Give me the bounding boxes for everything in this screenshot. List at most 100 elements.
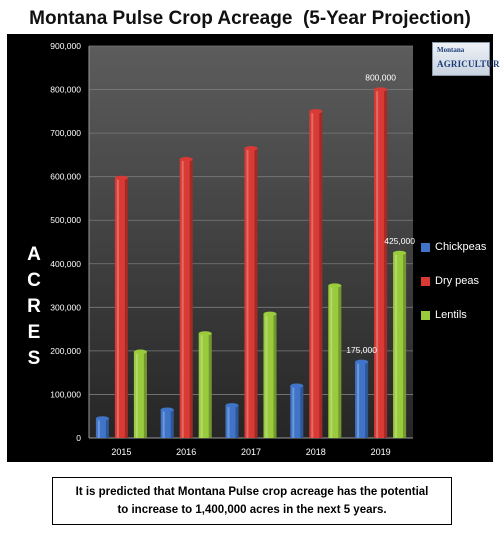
y-tick-label: 800,000	[50, 85, 81, 95]
bar-shade	[143, 351, 147, 438]
y-tick-label: 0	[76, 433, 81, 443]
y-tick-label: 900,000	[50, 41, 81, 51]
bar-shade	[403, 252, 407, 438]
x-tick-label: 2016	[176, 447, 196, 457]
bar-shade	[189, 159, 193, 438]
bar-highlight	[227, 405, 230, 438]
legend-label: Dry peas	[435, 275, 480, 287]
y-tick-label: 300,000	[50, 302, 81, 312]
bar-top-cap	[179, 157, 193, 162]
bar-top-cap	[244, 146, 258, 151]
y-axis-title-letter: C	[27, 270, 41, 291]
bar-highlight	[200, 333, 203, 438]
y-axis-title-letter: R	[27, 296, 41, 317]
bar-top-cap	[290, 383, 304, 388]
bar-top-cap	[393, 250, 407, 256]
y-tick-label: 600,000	[50, 172, 81, 182]
bar-shade	[254, 148, 258, 438]
prediction-note-text: It is predicted that Montana Pulse crop …	[75, 486, 429, 516]
y-axis-title-letter: S	[27, 348, 41, 369]
bar-top-cap	[95, 416, 109, 421]
y-tick-label: 700,000	[50, 128, 81, 138]
x-tick-label: 2019	[371, 447, 391, 457]
bar-highlight	[357, 361, 360, 438]
prediction-note: It is predicted that Montana Pulse crop …	[52, 477, 452, 525]
legend-swatch	[421, 310, 430, 320]
bar-top-cap	[355, 359, 369, 364]
y-tick-label: 500,000	[50, 215, 81, 225]
legend-item: Lentils	[421, 298, 486, 332]
bar-shade	[365, 361, 369, 438]
bar-highlight	[311, 111, 314, 438]
legend-label: Lentils	[435, 309, 467, 321]
bar-highlight	[181, 159, 184, 438]
x-tick-label: 2017	[241, 447, 261, 457]
bar-lentils-2016	[198, 333, 212, 438]
bar-lentils-2018	[328, 285, 342, 438]
bar-top-cap	[198, 331, 212, 336]
bar-shade	[273, 313, 277, 438]
bar-dry-peas-2019	[374, 89, 388, 439]
bar-chickpeas-2017	[225, 405, 239, 438]
bar-shade	[384, 89, 388, 439]
bar-top-cap	[160, 407, 174, 412]
bar-shade	[105, 418, 109, 438]
data-label: 800,000	[365, 73, 396, 83]
bar-top-cap	[133, 349, 147, 354]
bar-dry-peas-2016	[179, 159, 193, 438]
bar-top-cap	[374, 87, 388, 92]
bar-highlight	[376, 89, 379, 439]
bar-shade	[319, 111, 323, 438]
bar-highlight	[265, 313, 268, 438]
bar-chickpeas-2015	[95, 418, 109, 438]
bar-highlight	[292, 385, 295, 438]
bar-shade	[208, 333, 212, 438]
y-axis-title-letter: E	[27, 322, 41, 343]
bar-chart: 0 100,000 200,000 300,000 400,000 500,000 600,…	[50, 41, 415, 457]
bar-lentils-2019	[393, 252, 407, 438]
bar-shade	[170, 409, 174, 438]
legend-swatch	[421, 242, 430, 252]
bar-chickpeas-2019	[355, 361, 369, 438]
data-label: 425,000	[384, 236, 415, 246]
bar-top-cap	[328, 283, 342, 288]
legend-item: Chickpeas	[421, 230, 486, 264]
bar-highlight	[330, 285, 333, 438]
bar-top-cap	[309, 109, 323, 114]
data-label: 175,000	[346, 345, 377, 355]
bar-lentils-2015	[133, 351, 147, 438]
y-tick-label: 200,000	[50, 346, 81, 356]
legend-swatch	[421, 276, 430, 286]
bar-lentils-2017	[263, 313, 277, 438]
bar-dry-peas-2018	[309, 111, 323, 438]
x-tick-label: 2018	[306, 447, 326, 457]
logo-bottom-text: AGRICULTURE	[437, 59, 500, 69]
bar-shade	[300, 385, 304, 438]
montana-agriculture-logo: Montana AGRICULTURE	[432, 42, 500, 76]
bar-top-cap	[114, 175, 128, 181]
bar-top-cap	[225, 403, 239, 408]
bar-shade	[338, 285, 342, 438]
bar-dry-peas-2015	[114, 177, 128, 438]
y-axis-title-letter: A	[27, 244, 41, 265]
legend-item: Dry peas	[421, 264, 486, 298]
legend: Chickpeas Dry peas Lentils	[421, 230, 486, 332]
bar-chickpeas-2016	[160, 409, 174, 438]
bar-shade	[124, 177, 128, 438]
bar-top-cap	[263, 311, 277, 317]
y-tick-label: 100,000	[50, 389, 81, 399]
bar-highlight	[162, 409, 165, 438]
x-tick-label: 2015	[111, 447, 131, 457]
y-tick-label: 400,000	[50, 259, 81, 269]
legend-label: Chickpeas	[435, 241, 487, 253]
chart-panel: 0 100,000 200,000 300,000 400,000 500,000 600,…	[7, 34, 493, 462]
bar-shade	[235, 405, 239, 438]
bar-highlight	[395, 252, 398, 438]
bar-dry-peas-2017	[244, 148, 258, 438]
bar-highlight	[135, 351, 138, 438]
logo-top-text: Montana	[437, 46, 465, 54]
bar-highlight	[116, 177, 119, 438]
bar-highlight	[246, 148, 249, 438]
bar-chickpeas-2018	[290, 385, 304, 438]
